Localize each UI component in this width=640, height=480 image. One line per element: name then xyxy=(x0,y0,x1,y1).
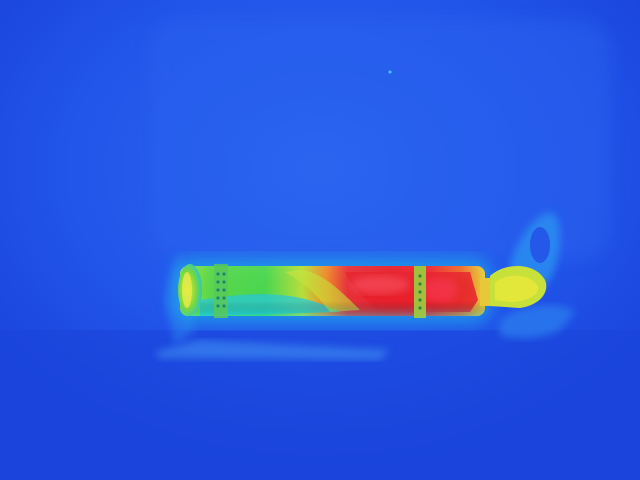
right-clamp-band xyxy=(414,266,426,318)
left-end-cap-highlight xyxy=(182,272,192,308)
left-support-base xyxy=(155,340,390,360)
heated-cylinder xyxy=(180,266,485,316)
left-clamp-band xyxy=(214,264,228,318)
backdrop-glow xyxy=(150,20,610,260)
right-end-fitting xyxy=(480,265,547,308)
hot-speck xyxy=(388,70,392,74)
